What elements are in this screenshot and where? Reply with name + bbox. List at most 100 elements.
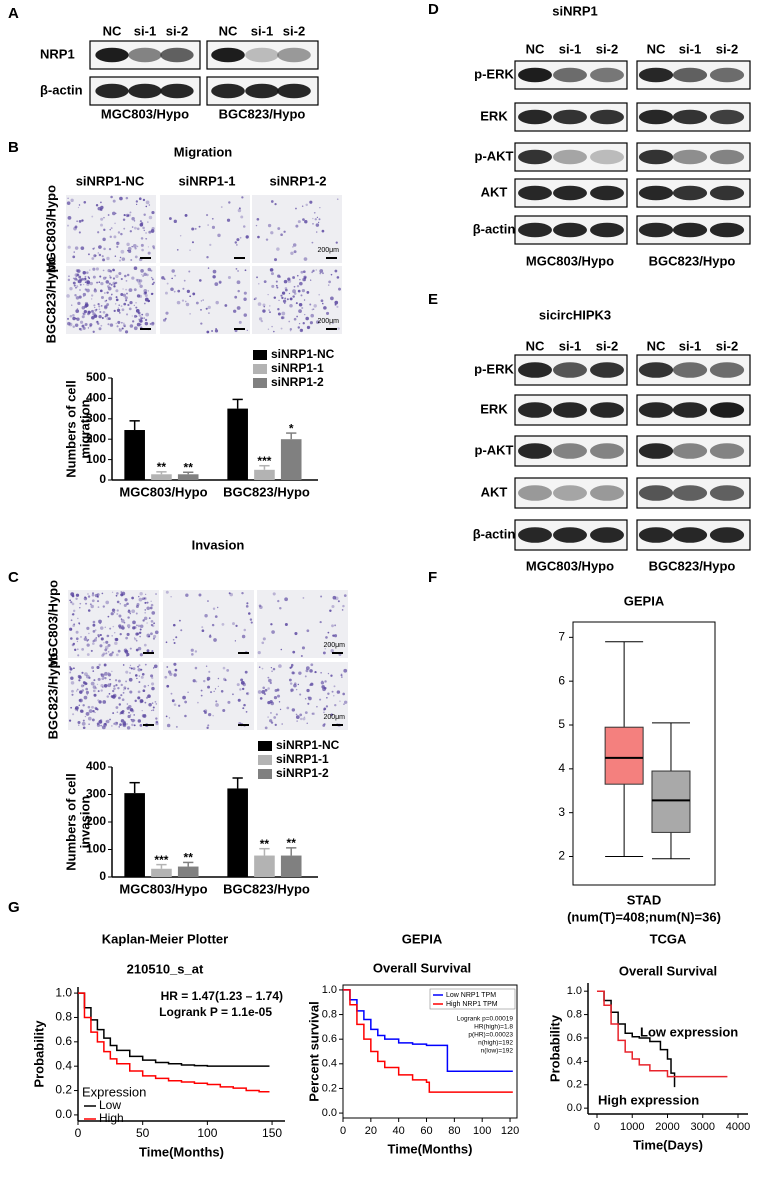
cell-dot [242,225,246,228]
blot-band [553,527,587,543]
cell-dot [295,224,299,228]
cell-dot [334,300,339,305]
cell-dot [86,280,91,285]
cell-dot [311,271,314,274]
row-label: BGC823/Hypo [45,653,60,740]
cell-dot [98,253,102,257]
cell-dot [127,609,131,613]
cell-dot [126,242,130,247]
cell-dot [185,593,189,597]
cell-dot [105,313,109,317]
cell-dot [273,716,277,719]
cell-dot [244,269,247,272]
cell-dot [272,667,276,671]
cell-dot [85,674,90,679]
cell-dot [110,283,113,286]
cell-dot [181,299,185,302]
cell-dot [298,671,302,675]
legend-label: siNRP1-NC [271,347,335,361]
cell-dot [191,241,194,244]
cell-dot [305,316,309,321]
significance-label: ** [184,851,194,865]
blot-band [160,47,194,63]
cell-dot [243,297,247,301]
cell-dot [78,724,80,726]
chart-title: GEPIA [624,593,665,608]
significance-label: ** [157,460,167,474]
cell-dot [140,326,143,329]
cell-dot [78,219,82,223]
cell-dot [120,321,123,324]
cell-dot [290,663,294,667]
blot-title: sicircHIPK3 [539,307,611,322]
cell-dot [224,679,227,682]
cell-dot [123,325,126,328]
cell-dot [241,687,245,691]
y-tick-label: 0 [99,472,106,486]
lane-label: NC [219,23,238,38]
cell-dot [97,677,101,681]
cell-dot [257,235,260,239]
cell-dot [118,703,122,706]
cell-dot [178,619,181,622]
cell-dot [155,593,157,595]
cell-dot [77,301,81,306]
cell-dot [246,692,248,695]
cell-dot [170,287,174,291]
cell-dot [152,634,157,639]
cell-dot [173,290,176,293]
cell-dot [310,682,314,686]
cell-dot [106,695,110,698]
cell-dot [150,269,153,272]
significance-label: *** [257,454,271,468]
cell-dot [103,663,107,667]
cell-dot [135,648,139,652]
cell-dot [109,276,112,279]
cell-dot [291,708,296,712]
cell-dot [302,277,306,282]
cell-dot [212,275,216,279]
cell-dot [143,289,148,293]
cell-dot [81,671,84,674]
blot-band [518,149,552,165]
cell-dot [329,609,332,612]
cell-dot [261,667,264,670]
lane-label: NC [526,41,545,56]
cell-dot [330,674,333,677]
cell-dot [103,306,108,310]
cell-dot [172,638,175,641]
cell-dot [97,690,100,693]
cell-dot [97,231,100,234]
cell-dot [280,233,283,237]
y-tick-label: 0.6 [55,1034,72,1048]
y-tick-label: 6 [558,673,565,687]
cell-dot [149,606,153,610]
cell-dot [277,599,280,603]
cell-dot [258,317,263,321]
cell-dot [336,198,339,201]
x-tick-label: 20 [365,1125,377,1137]
cell-dot [113,722,116,725]
cell-dot [205,307,208,310]
cell-dot [232,622,235,626]
cell-dot [286,298,289,301]
cell-dot [83,695,88,700]
blot-band [277,47,311,63]
cell-dot [327,284,330,286]
legend-label: High [99,1111,124,1125]
y-axis-label: Percent survival [306,1001,321,1101]
cell-dot [298,303,303,307]
cell-dot [144,293,148,298]
cell-dot [341,609,344,611]
cell-dot [73,623,76,626]
cell-dot [86,288,90,293]
cell-dot [115,322,117,325]
cell-dot [127,303,130,307]
cell-dot [315,269,317,271]
cell-dot [295,715,300,719]
blot-band [709,185,745,201]
cell-dot [86,643,90,647]
cell-dot [122,664,125,666]
cell-dot [72,613,75,616]
